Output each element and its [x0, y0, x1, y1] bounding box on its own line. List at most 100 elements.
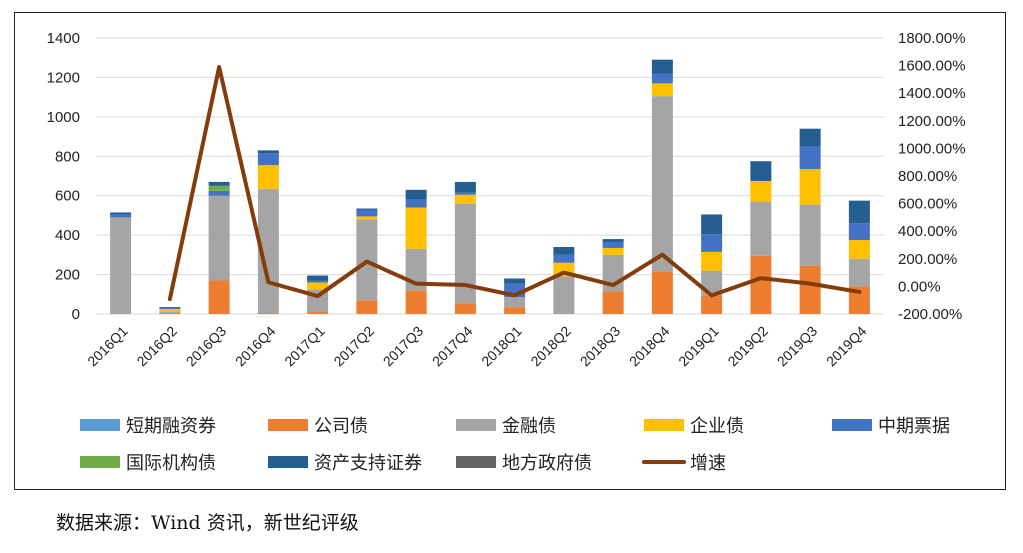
bar-segment: [799, 265, 821, 314]
y-axis-left-ticks: 0 200 400 600 800 1000 1200 1400: [47, 30, 80, 323]
bar-segment: [750, 161, 772, 181]
bar-segment: [848, 240, 870, 259]
bar-segment: [750, 201, 772, 256]
bar-segment: [504, 297, 526, 308]
bar-segment: [257, 165, 279, 189]
bar-segment: [110, 214, 132, 218]
bar-segment: [651, 96, 673, 272]
x-tick-label: 2019Q3: [774, 323, 821, 370]
chart-svg: 0 200 400 600 800 1000 1200 1400 -200.00% 0.00% 2…: [47, 30, 966, 474]
bar-segment: [159, 308, 181, 310]
legend-item: 公司债: [268, 416, 368, 437]
y-tick-label: 1200: [47, 69, 80, 86]
bar-segment: [848, 258, 870, 287]
x-tick-label: 2018Q3: [577, 323, 624, 370]
legend-item: 企业债: [644, 416, 744, 437]
legend-label: 企业债: [690, 416, 744, 437]
x-tick-label: 2017Q3: [380, 323, 427, 370]
bar-segment: [701, 295, 723, 314]
bar-segment: [848, 223, 870, 241]
legend-label: 中期票据: [878, 416, 950, 437]
bar-segment: [701, 251, 723, 271]
x-tick-label: 2017Q4: [429, 323, 476, 370]
bar-segment: [504, 278, 526, 284]
bar-segment: [602, 291, 624, 314]
bar-segment: [454, 181, 476, 193]
legend-label: 资产支持证券: [314, 453, 422, 474]
bar-segment: [750, 255, 772, 314]
y2-tick-label: -200.00%: [898, 306, 962, 323]
bar-segment: [701, 234, 723, 252]
y2-tick-label: 1400.00%: [898, 85, 966, 102]
y-tick-label: 400: [55, 227, 80, 244]
bar-segment: [110, 212, 132, 215]
bar-segment: [750, 180, 772, 202]
bar-segment: [602, 247, 624, 255]
y2-tick-label: 1200.00%: [898, 113, 966, 130]
legend-swatch: [456, 456, 496, 468]
bar-segment: [553, 276, 575, 314]
x-tick-label: 2018Q4: [626, 323, 673, 370]
bar-segment: [159, 312, 181, 314]
bar-segment: [602, 239, 624, 243]
x-tick-label: 2016Q1: [84, 323, 131, 370]
bar-segment: [454, 194, 476, 204]
y2-tick-label: 0.00%: [898, 278, 941, 295]
legend-label: 公司债: [314, 416, 368, 437]
legend-item: 中期票据: [832, 416, 950, 437]
bar-segment: [602, 242, 624, 248]
bar-segment: [208, 181, 230, 186]
legend-swatch: [80, 456, 120, 468]
growth-line-layer: [167, 64, 862, 302]
bar-segment: [257, 150, 279, 154]
bar-segment: [159, 313, 181, 314]
bar-segment: [159, 307, 181, 309]
bar-segment: [553, 246, 575, 255]
bar-segment: [405, 290, 427, 314]
bar-segment: [307, 282, 329, 290]
bar-segment: [651, 73, 673, 84]
x-tick-label: 2019Q2: [724, 323, 771, 370]
y2-tick-label: 200.00%: [898, 251, 957, 268]
bar-segment: [701, 214, 723, 235]
bar-segment: [454, 192, 476, 195]
bar-segment: [651, 59, 673, 74]
bar-segment: [799, 146, 821, 170]
legend-item: 金融债: [456, 416, 556, 437]
legend-label: 增速: [690, 453, 726, 474]
source-note: 数据来源：Wind 资讯，新世纪评级: [56, 512, 359, 534]
legend-label: 地方政府债: [502, 453, 592, 474]
y-tick-label: 1400: [47, 30, 80, 47]
legend-label: 金融债: [502, 416, 556, 437]
bar-segment: [257, 153, 279, 166]
legend-item: 国际机构债: [80, 453, 216, 474]
x-tick-label: 2019Q1: [675, 323, 722, 370]
legend-swatch: [832, 419, 872, 431]
legend-item: 资产支持证券: [268, 453, 422, 474]
x-tick-label: 2018Q2: [527, 323, 574, 370]
bar-segment: [405, 189, 427, 200]
bar-segment: [307, 275, 329, 281]
bars: [110, 59, 870, 314]
y-tick-label: 0: [72, 306, 80, 323]
legend-swatch: [268, 419, 308, 431]
bar-segment: [405, 199, 427, 208]
bar-segment: [848, 286, 870, 314]
y2-tick-label: 600.00%: [898, 196, 957, 213]
bar-segment: [110, 217, 132, 314]
y2-tick-label: 800.00%: [898, 168, 957, 185]
bar-segment: [799, 169, 821, 205]
x-axis-ticks: 2016Q1 2016Q2 2016Q3 2016Q4 2017Q1 2017Q2 2017…: [84, 323, 869, 370]
bar-segment: [454, 203, 476, 304]
bar-segment: [651, 271, 673, 314]
bar-segment: [307, 280, 329, 283]
bar-segment: [454, 303, 476, 314]
x-tick-label: 2019Q4: [823, 323, 870, 370]
legend-swatch: [80, 419, 120, 431]
x-tick-label: 2017Q2: [330, 323, 377, 370]
x-tick-label: 2017Q1: [281, 323, 328, 370]
bar-segment: [799, 204, 821, 266]
legend-item: 短期融资券: [80, 416, 216, 437]
bar-segment: [356, 300, 378, 314]
